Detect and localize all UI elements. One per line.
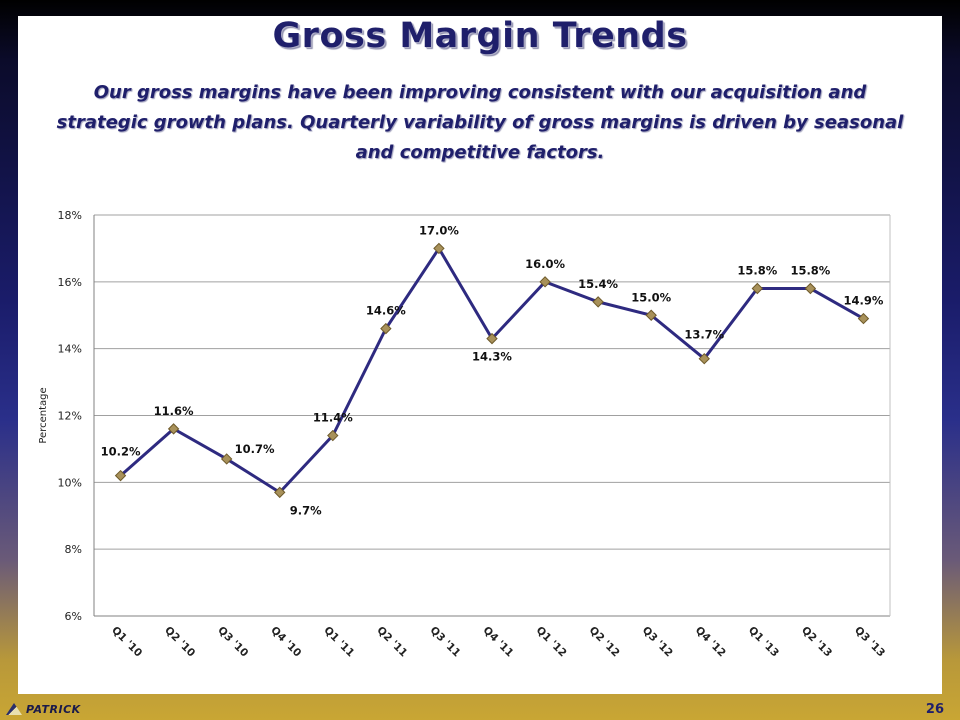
series-line-gross-margin bbox=[119, 245, 865, 495]
logo-mark-icon bbox=[6, 703, 22, 715]
data-point-marker bbox=[486, 332, 498, 345]
data-label: 15.8% bbox=[790, 264, 830, 278]
data-point-marker bbox=[433, 242, 445, 255]
data-label: 16.0% bbox=[525, 257, 565, 271]
data-point-marker bbox=[857, 312, 870, 325]
x-tick-label: Q3 '10 bbox=[215, 624, 250, 659]
y-tick-label: 8% bbox=[65, 543, 82, 556]
x-tick-label: Q2 '13 bbox=[799, 624, 834, 659]
y-tick-label: 16% bbox=[58, 276, 82, 289]
x-tick-label: Q2 '12 bbox=[587, 624, 622, 659]
data-point-marker bbox=[220, 453, 233, 465]
slide-title: Gross Margin Trends bbox=[272, 16, 688, 56]
y-tick-label: 12% bbox=[58, 410, 82, 423]
y-tick-label: 10% bbox=[58, 476, 82, 489]
data-point-marker bbox=[167, 423, 180, 435]
logo-text: PATRICK bbox=[26, 702, 81, 716]
data-point-marker bbox=[698, 352, 710, 365]
page-number: 26 bbox=[925, 702, 944, 717]
data-point-marker bbox=[274, 486, 286, 499]
data-point-marker bbox=[327, 429, 339, 442]
data-point-marker bbox=[380, 322, 392, 335]
y-axis-label: Percentage bbox=[38, 387, 49, 443]
y-tick-label: 14% bbox=[58, 343, 82, 356]
data-label: 10.2% bbox=[101, 445, 141, 459]
data-point-marker bbox=[751, 282, 764, 295]
data-label: 13.7% bbox=[684, 328, 724, 342]
data-label: 14.9% bbox=[844, 294, 884, 308]
data-point-marker bbox=[539, 276, 551, 288]
data-point-marker bbox=[804, 282, 817, 295]
x-tick-label: Q3 '12 bbox=[640, 624, 675, 659]
data-point-marker bbox=[592, 296, 604, 308]
x-tick-label: Q4 '11 bbox=[481, 624, 516, 659]
data-label: 11.4% bbox=[313, 411, 353, 425]
x-tick-label: Q2 '10 bbox=[162, 624, 197, 659]
y-tick-label: 18% bbox=[58, 209, 82, 222]
data-label: 9.7% bbox=[290, 503, 322, 517]
x-tick-label: Q1 '12 bbox=[534, 624, 569, 659]
x-tick-label: Q2 '11 bbox=[374, 624, 409, 659]
data-label: 11.6% bbox=[154, 404, 194, 418]
x-tick-label: Q3 '13 bbox=[852, 624, 887, 659]
x-tick-label: Q1 '10 bbox=[109, 624, 144, 659]
x-tick-label: Q1 '13 bbox=[746, 624, 781, 659]
data-point-marker bbox=[114, 469, 127, 482]
slide-canvas bbox=[18, 16, 942, 694]
x-tick-label: Q1 '11 bbox=[321, 624, 356, 659]
x-tick-label: Q4 '10 bbox=[268, 624, 303, 659]
slide-subtitle: Our gross margins have been improving co… bbox=[56, 82, 904, 163]
y-tick-label: 6% bbox=[65, 610, 82, 623]
company-logo: PATRICK bbox=[6, 700, 81, 718]
x-tick-label: Q4 '12 bbox=[693, 624, 728, 659]
data-label: 10.7% bbox=[235, 442, 275, 456]
data-label: 15.0% bbox=[631, 290, 671, 304]
data-label: 15.8% bbox=[737, 264, 777, 278]
data-label: 17.0% bbox=[419, 223, 459, 237]
data-label: 15.4% bbox=[578, 277, 618, 291]
x-tick-label: Q3 '11 bbox=[427, 624, 462, 659]
data-label: 14.3% bbox=[472, 350, 512, 364]
data-label: 14.6% bbox=[366, 304, 406, 318]
data-point-marker bbox=[645, 309, 657, 321]
